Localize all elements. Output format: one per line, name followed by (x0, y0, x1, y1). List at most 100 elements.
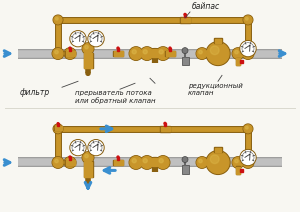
Bar (83, 162, 92, 177)
Circle shape (197, 49, 207, 59)
Circle shape (54, 125, 62, 133)
Text: прерыватель потока
или обратный клапан: прерыватель потока или обратный клапан (75, 90, 156, 104)
Circle shape (199, 159, 202, 163)
Circle shape (156, 156, 170, 169)
Bar (214, 38, 222, 43)
Circle shape (65, 49, 75, 59)
Bar (240, 60, 243, 63)
Circle shape (241, 42, 255, 56)
Circle shape (85, 154, 88, 158)
Text: байпас: байпас (192, 2, 220, 11)
Circle shape (207, 43, 229, 64)
Circle shape (143, 159, 147, 163)
Circle shape (140, 156, 154, 169)
Circle shape (83, 44, 93, 54)
Bar (54, 126, 62, 130)
Bar (117, 157, 119, 160)
Circle shape (232, 48, 244, 59)
Bar (55, 126, 62, 130)
Circle shape (117, 47, 119, 49)
Circle shape (157, 156, 169, 168)
Circle shape (89, 141, 103, 155)
Bar (57, 123, 59, 126)
Circle shape (164, 122, 166, 124)
Circle shape (233, 49, 243, 59)
Bar (169, 48, 171, 51)
Circle shape (70, 31, 86, 47)
Bar (160, 127, 169, 131)
Circle shape (56, 17, 58, 20)
Circle shape (184, 13, 186, 15)
Circle shape (206, 42, 230, 66)
Circle shape (57, 123, 59, 124)
Circle shape (130, 48, 142, 60)
Circle shape (53, 49, 63, 59)
Circle shape (117, 156, 119, 158)
Circle shape (132, 50, 136, 54)
Circle shape (243, 49, 253, 59)
Bar (236, 58, 240, 65)
Circle shape (67, 159, 70, 163)
Bar (215, 39, 221, 43)
Circle shape (53, 158, 63, 167)
Circle shape (54, 16, 62, 24)
Circle shape (241, 151, 255, 165)
Circle shape (88, 140, 104, 156)
Bar (117, 48, 119, 51)
Bar (181, 18, 190, 22)
Circle shape (245, 50, 248, 54)
Ellipse shape (145, 158, 165, 167)
Circle shape (52, 48, 64, 59)
Bar (113, 160, 122, 165)
Bar (113, 160, 123, 165)
Circle shape (55, 50, 58, 54)
Circle shape (169, 47, 171, 49)
Bar (180, 17, 190, 23)
Bar (113, 51, 123, 56)
Circle shape (235, 159, 238, 163)
Circle shape (69, 47, 71, 49)
Circle shape (235, 50, 238, 54)
Circle shape (242, 157, 254, 168)
Circle shape (129, 156, 143, 169)
Circle shape (89, 32, 103, 46)
Circle shape (65, 158, 75, 167)
Bar (65, 51, 74, 56)
Circle shape (244, 125, 252, 133)
Circle shape (86, 71, 90, 75)
Circle shape (129, 47, 143, 60)
Circle shape (82, 43, 94, 54)
Circle shape (210, 46, 219, 55)
Circle shape (141, 156, 153, 168)
Circle shape (159, 159, 163, 163)
Bar (83, 53, 92, 68)
Circle shape (143, 50, 147, 54)
Circle shape (244, 16, 252, 24)
Circle shape (243, 158, 253, 167)
Bar (160, 126, 170, 131)
Circle shape (140, 47, 154, 60)
Circle shape (52, 157, 64, 168)
Circle shape (197, 158, 207, 167)
Bar (69, 48, 71, 51)
Circle shape (242, 48, 254, 59)
Bar (84, 53, 92, 68)
Circle shape (210, 155, 219, 164)
Bar (165, 51, 175, 56)
Circle shape (56, 126, 58, 129)
Circle shape (70, 140, 86, 156)
Circle shape (243, 124, 253, 134)
Bar (236, 57, 240, 66)
Circle shape (196, 157, 208, 168)
Bar (65, 160, 75, 165)
Bar (182, 165, 188, 174)
Circle shape (157, 48, 169, 60)
Bar (166, 51, 175, 56)
Circle shape (245, 159, 248, 163)
Circle shape (82, 152, 94, 163)
Circle shape (85, 45, 88, 49)
Circle shape (86, 180, 90, 184)
Circle shape (141, 48, 153, 60)
Text: редукционный
клапан: редукционный клапан (188, 83, 243, 96)
Bar (214, 147, 222, 152)
